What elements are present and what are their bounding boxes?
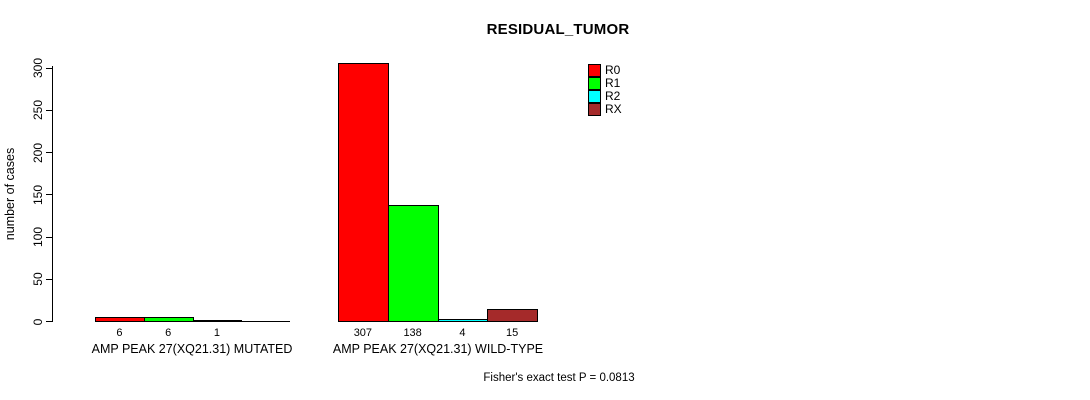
bar-r0-group-1	[338, 63, 389, 322]
legend-item-r1: R1	[588, 77, 622, 90]
bar-rx-group-1	[487, 309, 538, 322]
bar-r1-group-1	[387, 205, 439, 322]
bar-value-label-r0-group-0: 6	[116, 327, 123, 339]
y-axis-label: number of cases	[3, 147, 17, 241]
y-tick-label-0: 0	[31, 318, 45, 325]
bar-value-label-r2-group-0: 1	[213, 327, 220, 339]
y-tick-label-150: 150	[31, 184, 45, 205]
bar-r2-group-0	[192, 320, 243, 322]
legend-item-rx: RX	[588, 103, 622, 116]
bar-r0-group-0	[95, 317, 145, 322]
y-tick-label-200: 200	[31, 142, 45, 163]
y-tick-mark-0	[46, 321, 53, 322]
y-tick-mark-150	[46, 194, 53, 196]
legend-label-rx: RX	[605, 102, 622, 116]
legend-label-r2: R2	[605, 89, 621, 103]
y-tick-mark-50	[46, 278, 53, 280]
bar-value-label-rx-group-1: 15	[506, 327, 519, 339]
legend-swatch-r0	[588, 64, 601, 77]
y-tick-label-50: 50	[31, 272, 45, 286]
bar-value-label-r1-group-0: 6	[165, 327, 172, 339]
chart-title: RESIDUAL_TUMOR	[486, 21, 630, 38]
legend-swatch-r1	[588, 77, 601, 90]
group-label-wildtype: AMP PEAK 27(XQ21.31) WILD-TYPE	[332, 342, 544, 356]
legend-item-r2: R2	[588, 90, 622, 103]
y-axis-line	[52, 66, 53, 322]
fisher-test-annotation: Fisher's exact test P = 0.0813	[483, 372, 635, 384]
bar-r1-group-0	[143, 317, 194, 322]
legend-swatch-r2	[588, 90, 601, 103]
legend-item-r0: R0	[588, 64, 622, 77]
bar-r2-group-1	[437, 319, 489, 322]
bar-value-label-r0-group-1: 307	[353, 327, 373, 339]
y-tick-mark-100	[46, 236, 53, 238]
legend-label-r0: R0	[605, 63, 621, 77]
bar-value-label-r2-group-1: 4	[459, 327, 466, 339]
y-tick-mark-250	[46, 109, 53, 111]
legend-swatch-rx	[588, 103, 601, 116]
legend: R0 R1 R2 RX	[588, 64, 622, 116]
y-tick-mark-300	[46, 67, 53, 69]
legend-label-r1: R1	[605, 76, 621, 90]
y-tick-label-100: 100	[31, 226, 45, 248]
y-tick-label-250: 250	[31, 100, 45, 121]
y-tick-label-300: 300	[31, 57, 45, 79]
group-label-mutated: AMP PEAK 27(XQ21.31) MUTATED	[91, 342, 293, 356]
y-tick-mark-200	[46, 152, 53, 153]
bar-value-label-r1-group-1: 138	[403, 327, 422, 339]
